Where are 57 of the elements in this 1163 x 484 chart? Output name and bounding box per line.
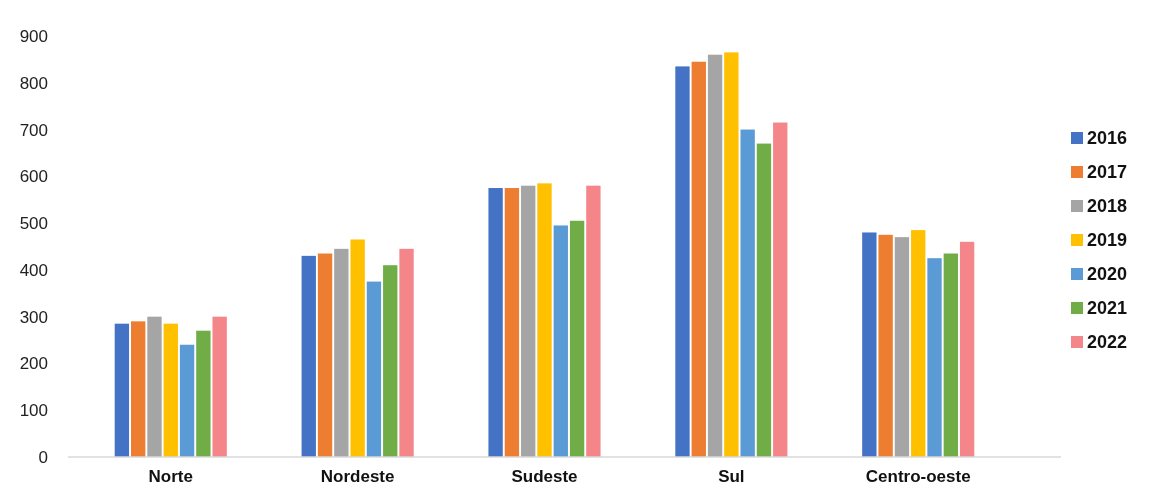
- bar: [131, 321, 146, 457]
- x-tick-label: Sul: [718, 467, 745, 484]
- y-tick-label: 800: [19, 73, 48, 93]
- bar: [504, 188, 520, 457]
- x-tick-label: Centro-oeste: [865, 467, 971, 484]
- y-tick-label: 0: [38, 447, 48, 467]
- bar: [383, 265, 398, 457]
- bar: [179, 344, 195, 457]
- bar: [114, 323, 130, 457]
- x-tick-label: Sudeste: [511, 467, 578, 484]
- bar: [163, 323, 178, 457]
- bar: [301, 255, 316, 457]
- legend-label: 2019: [1087, 230, 1128, 251]
- legend-label: 2017: [1087, 162, 1128, 183]
- bar: [366, 281, 382, 457]
- legend-label: 2018: [1087, 196, 1128, 217]
- bar: [488, 188, 503, 457]
- bar: [691, 61, 706, 457]
- bar: [317, 253, 333, 457]
- bar: [586, 185, 601, 457]
- y-tick-label: 700: [19, 120, 48, 140]
- bar: [911, 230, 926, 457]
- bar: [773, 122, 788, 457]
- bar: [196, 330, 211, 457]
- bar: [862, 232, 877, 457]
- y-tick-label: 300: [19, 307, 48, 327]
- bar: [675, 66, 690, 457]
- y-tick-label: 100: [19, 401, 48, 421]
- bar: [943, 253, 958, 457]
- bar: [878, 234, 893, 457]
- bar: [553, 225, 568, 457]
- bar: [147, 316, 162, 457]
- y-tick-label: 600: [19, 167, 48, 187]
- legend-label: 2021: [1087, 298, 1128, 319]
- x-tick-label: Nordeste: [320, 467, 395, 484]
- y-tick-label: 500: [19, 214, 48, 234]
- y-tick-label: 200: [19, 354, 48, 374]
- bar: [350, 239, 365, 457]
- bar: [334, 248, 349, 457]
- x-tick-label: Norte: [148, 467, 193, 484]
- bar: [724, 52, 739, 457]
- legend-label: 2022: [1087, 332, 1128, 353]
- bar: [537, 183, 552, 457]
- legend-label: 2020: [1087, 264, 1128, 285]
- y-tick-label: 900: [19, 26, 48, 46]
- bar: [894, 237, 910, 457]
- bar: [927, 258, 942, 457]
- bar: [569, 220, 585, 457]
- bar: [399, 248, 414, 457]
- legend-label: 2016: [1087, 128, 1128, 149]
- bar: [959, 241, 975, 457]
- bar: [756, 143, 772, 457]
- bar: [521, 185, 536, 457]
- bar: [740, 129, 755, 457]
- bar: [707, 54, 723, 457]
- bar: [212, 316, 227, 457]
- y-tick-label: 400: [19, 260, 48, 280]
